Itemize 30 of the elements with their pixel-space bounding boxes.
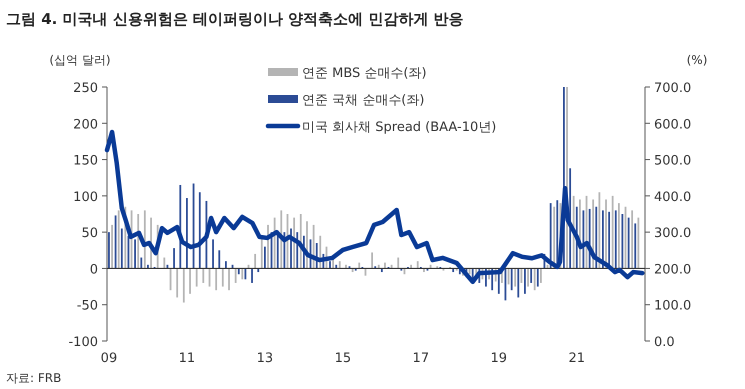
y-tick-label: 150 [73, 154, 98, 169]
y-tick-label: 0 [90, 262, 98, 278]
y2-tick-label: 200.0 [654, 262, 692, 278]
y2-tick-label: 500.0 [654, 154, 692, 169]
y-axis-title: (십억 달러) [49, 53, 111, 67]
y-tick-label: -100 [68, 335, 98, 350]
chart-title: 그림 4. 미국내 신용위험은 테이퍼링이나 양적축소에 민감하게 반응 [6, 10, 464, 28]
y2-tick-label: 600.0 [654, 117, 692, 132]
legend-label: 연준 MBS 순매수(좌) [302, 66, 427, 81]
x-tick-label: 17 [412, 351, 430, 366]
y-tick-label: 250 [73, 81, 98, 96]
x-tick-label: 11 [178, 351, 196, 366]
y2-tick-label: 0.0 [654, 335, 675, 350]
x-tick-label: 15 [334, 351, 352, 366]
y-tick-label: 200 [73, 117, 98, 132]
y2-tick-label: 100.0 [654, 298, 692, 314]
x-tick-label: 21 [568, 351, 586, 366]
y2-tick-label: 700.0 [654, 81, 692, 96]
y2-tick-label: 400.0 [654, 190, 692, 205]
y-tick-label: 100 [73, 190, 98, 205]
x-tick-label: 19 [490, 351, 508, 366]
x-tick-label: 13 [256, 351, 274, 366]
text: 자료: FRB [6, 371, 62, 385]
x-tick-label: 09 [100, 351, 118, 366]
y-tick-label: 50 [81, 226, 98, 242]
legend-label: 미국 회사채 Spread (BAA-10년) [302, 120, 496, 135]
legend-label: 연준 국채 순매수(좌) [302, 93, 424, 108]
y2-axis-title: (%) [686, 53, 708, 67]
y2-tick-label: 300.0 [654, 226, 692, 242]
y-tick-label: -50 [76, 298, 98, 314]
